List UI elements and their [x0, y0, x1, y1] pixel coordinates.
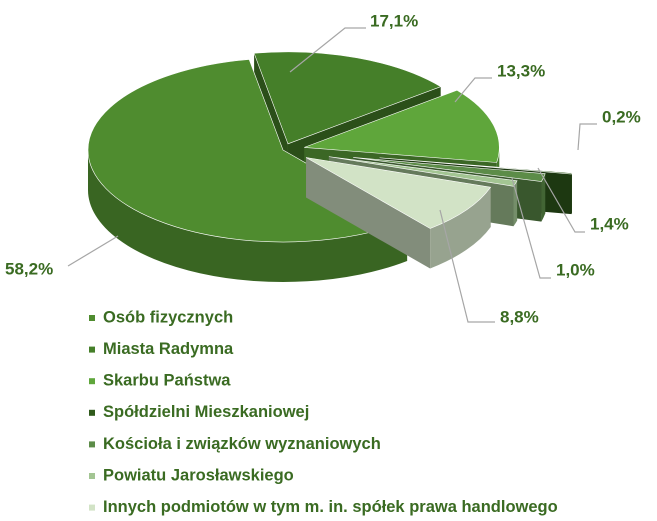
slice-wall — [541, 173, 546, 222]
slice-top — [379, 157, 573, 175]
legend-label: Osób fizycznych — [103, 308, 233, 326]
legend-label: Powiatu Jarosławskiego — [103, 466, 294, 484]
data-label: 0,2% — [602, 107, 641, 126]
data-label: 13,3% — [497, 61, 545, 80]
slice-top — [304, 89, 500, 163]
leader-line — [67, 235, 119, 267]
data-label: 1,4% — [590, 214, 629, 233]
legend-label: Spółdzielni Mieszkaniowej — [103, 403, 309, 421]
leader-line — [439, 209, 495, 323]
slice-top — [328, 156, 518, 187]
leader-line — [289, 27, 366, 73]
legend-label: Miasta Radymna — [103, 340, 234, 358]
slice-wall — [430, 187, 491, 269]
data-label: 1,0% — [556, 260, 595, 279]
slice-wall — [88, 150, 408, 282]
slice-top — [253, 51, 442, 145]
leader-line — [577, 123, 597, 151]
legend-marker — [89, 378, 95, 385]
slice — [305, 157, 492, 269]
legend-marker — [89, 315, 95, 321]
data-label: 17,1% — [370, 11, 418, 30]
legend-label: Kościoła i związków wyznaniowych — [103, 435, 381, 453]
legend-label: Innych podmiotów w tym m. in. spółek pra… — [103, 498, 558, 516]
leader-line — [454, 77, 492, 103]
data-label: 58,2% — [5, 259, 53, 278]
legend-marker — [89, 504, 95, 511]
leader-line — [537, 167, 585, 233]
legend-marker — [89, 409, 95, 416]
legend-label: Skarbu Państwa — [103, 372, 231, 390]
legend-marker — [89, 441, 95, 448]
legend-marker — [89, 473, 95, 479]
data-label: 8,8% — [500, 307, 539, 326]
leader-line — [511, 177, 551, 279]
legend-marker — [89, 346, 95, 353]
slice-top — [305, 157, 492, 229]
slice-side — [306, 157, 431, 269]
